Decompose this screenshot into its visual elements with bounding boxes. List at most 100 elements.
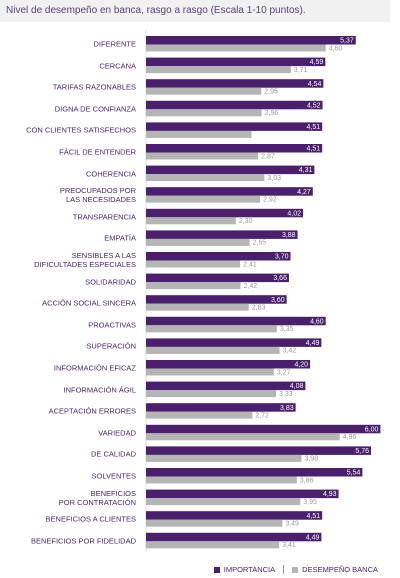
category-label: SENSIBLES A LAS DIFICULTADES ESPECIALES xyxy=(34,251,136,269)
category-label: PREOCUPADOS POR LAS NECESIDADES xyxy=(59,186,136,205)
value-label: 3,42 xyxy=(283,348,297,355)
bar xyxy=(146,273,289,283)
value-label: 4,59 xyxy=(310,59,324,66)
category-label: SOLIDARIDAD xyxy=(85,277,136,287)
bar xyxy=(146,208,304,218)
bar xyxy=(146,57,326,67)
bar xyxy=(146,66,291,74)
value-label: 2,30 xyxy=(239,218,253,225)
value-label: 4,52 xyxy=(307,102,321,109)
bar xyxy=(146,165,315,175)
bar xyxy=(146,476,297,484)
bar xyxy=(146,532,322,542)
value-label: 3,66 xyxy=(273,275,287,282)
category-label: VARIEDAD xyxy=(98,428,136,438)
value-label: 2,72 xyxy=(255,413,269,420)
bar xyxy=(146,325,277,333)
value-label: 5,54 xyxy=(347,470,361,477)
bar xyxy=(146,446,371,455)
value-label: 4,96 xyxy=(343,434,357,441)
legend-swatch xyxy=(292,566,299,573)
value-label: 4,60 xyxy=(310,318,324,325)
category-label: SOLVENTES xyxy=(91,471,136,481)
value-label: 2,96 xyxy=(265,110,279,117)
value-label: 4,49 xyxy=(306,534,320,541)
bar xyxy=(146,454,302,462)
bar xyxy=(146,238,250,246)
bar xyxy=(146,152,259,160)
value-label: 2,42 xyxy=(244,283,258,290)
category-label: DIGNA DE CONFIANZA xyxy=(54,104,136,114)
bar xyxy=(146,144,323,153)
value-label: 4,51 xyxy=(307,146,321,153)
bar xyxy=(146,187,313,196)
bar xyxy=(146,346,280,354)
bar xyxy=(146,541,280,549)
bar xyxy=(146,368,274,376)
bar xyxy=(146,316,326,326)
bar xyxy=(146,282,241,290)
value-label: 3,35 xyxy=(280,326,294,333)
value-label: 3,03 xyxy=(267,175,281,182)
category-label: TRANSPARENCIA xyxy=(72,212,136,222)
value-label: 4,51 xyxy=(307,124,321,131)
value-label: 4,08 xyxy=(290,383,304,390)
category-label: DIFERENTE xyxy=(93,39,136,49)
bar xyxy=(146,252,291,261)
bar xyxy=(146,44,326,52)
category-label: EMPATÍA xyxy=(104,233,136,243)
bar xyxy=(146,230,298,239)
bar xyxy=(146,511,323,520)
value-label: 4,93 xyxy=(323,491,337,498)
value-label: 5,76 xyxy=(355,448,369,455)
bar xyxy=(146,36,356,45)
value-label: 3,71 xyxy=(294,67,308,74)
bar xyxy=(146,338,322,347)
chart-title: Nivel de desempeño en banca, rasgo a ras… xyxy=(0,0,390,22)
bar xyxy=(146,498,301,506)
bar xyxy=(146,390,277,398)
bar xyxy=(146,489,339,499)
value-label: 4,20 xyxy=(294,362,308,369)
value-label: 3,49 xyxy=(285,521,299,528)
category-label: ACEPTACIÓN ERRORES xyxy=(48,406,136,416)
value-label: 3,33 xyxy=(279,391,293,398)
value-label: 2,92 xyxy=(263,197,277,204)
category-label: BENEFICIOS A CLIENTES xyxy=(45,514,136,524)
value-label: 3,41 xyxy=(282,542,296,549)
bar xyxy=(146,122,323,131)
bar xyxy=(146,468,363,477)
value-label: 2,87 xyxy=(261,153,275,160)
value-label: 6,00 xyxy=(365,426,379,433)
legend-label: IMPORTANCIA xyxy=(223,565,276,574)
value-label: 2,65 xyxy=(253,240,267,247)
category-label: CON CLIENTES SATISFECHOS xyxy=(26,125,136,135)
bar xyxy=(146,174,265,182)
value-label: 4,60 xyxy=(329,45,343,52)
value-label: 3,60 xyxy=(271,297,285,304)
bar xyxy=(146,381,306,391)
separator xyxy=(283,565,285,574)
value-label: 5,37 xyxy=(340,38,354,45)
category-label: INFORMACIÓN ÁGIL xyxy=(63,385,136,395)
value-label: 3,83 xyxy=(280,405,294,412)
category-label: FÁCIL DE ENTENDER xyxy=(59,147,136,157)
category-label: PROACTIVAS xyxy=(88,320,136,330)
bar xyxy=(146,360,311,369)
bar xyxy=(146,403,296,412)
value-label: 4,49 xyxy=(306,340,320,347)
bar xyxy=(146,303,249,311)
category-label: INFORMACIÓN EFICAZ xyxy=(53,363,136,373)
value-label: 4,54 xyxy=(308,81,322,88)
bar xyxy=(146,519,283,527)
value-label: 3,95 xyxy=(303,499,317,506)
value-label: 3,98 xyxy=(304,456,318,463)
bar xyxy=(146,411,253,419)
bar xyxy=(146,260,241,268)
bar xyxy=(146,79,324,88)
bar xyxy=(146,195,261,203)
bar xyxy=(146,87,262,95)
value-label: 3,86 xyxy=(300,477,314,484)
